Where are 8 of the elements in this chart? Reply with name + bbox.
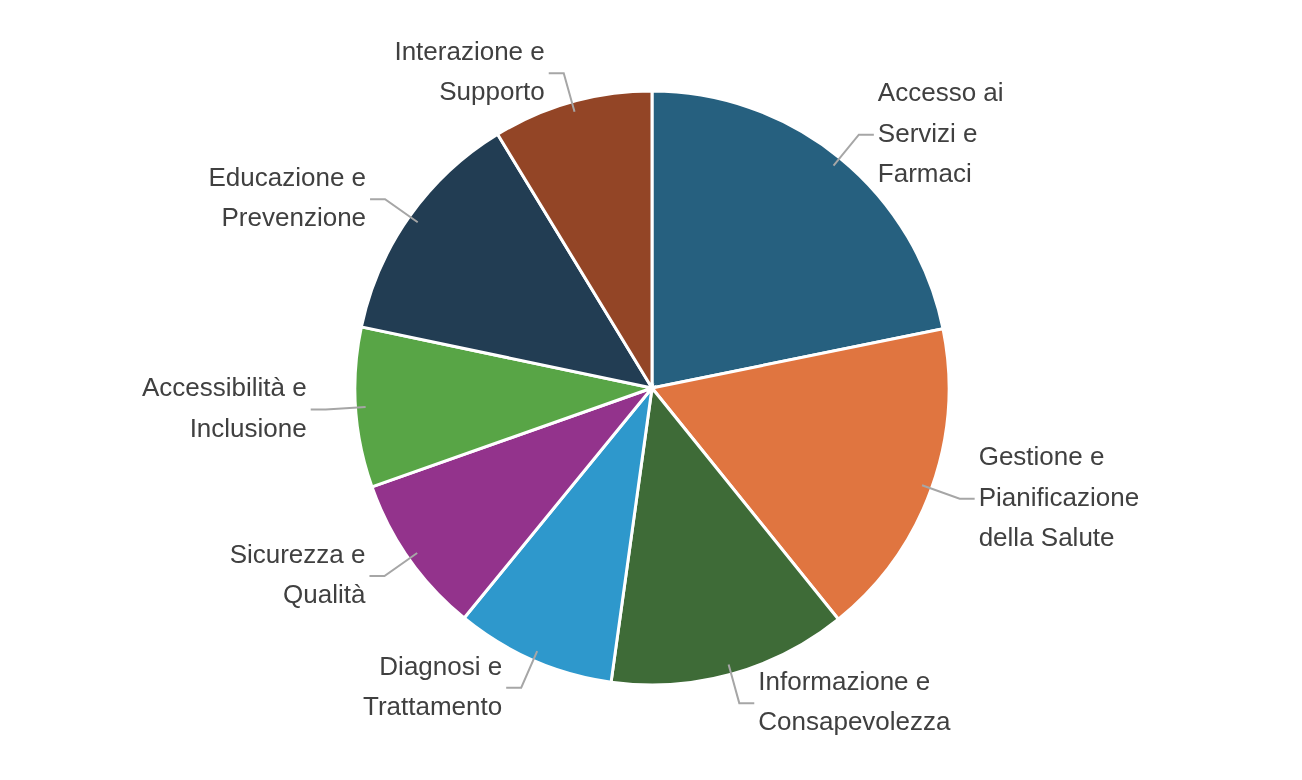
slice-label: Sicurezza e Qualità [229,538,366,610]
slice-label: Educazione e Prevenzione [208,161,367,233]
slice-label: Informazione e Consapevolezza [758,665,952,737]
slice-label: Gestione e Pianificazione della Salute [978,441,1140,552]
slice-label: Accessibilità e Inclusione [141,372,307,443]
slice-label: Accesso ai Servizi e Farmaci [877,77,1004,188]
slice-label: Diagnosi e Trattamento [362,650,503,721]
slice-label: Interazione e Supporto [394,35,545,107]
